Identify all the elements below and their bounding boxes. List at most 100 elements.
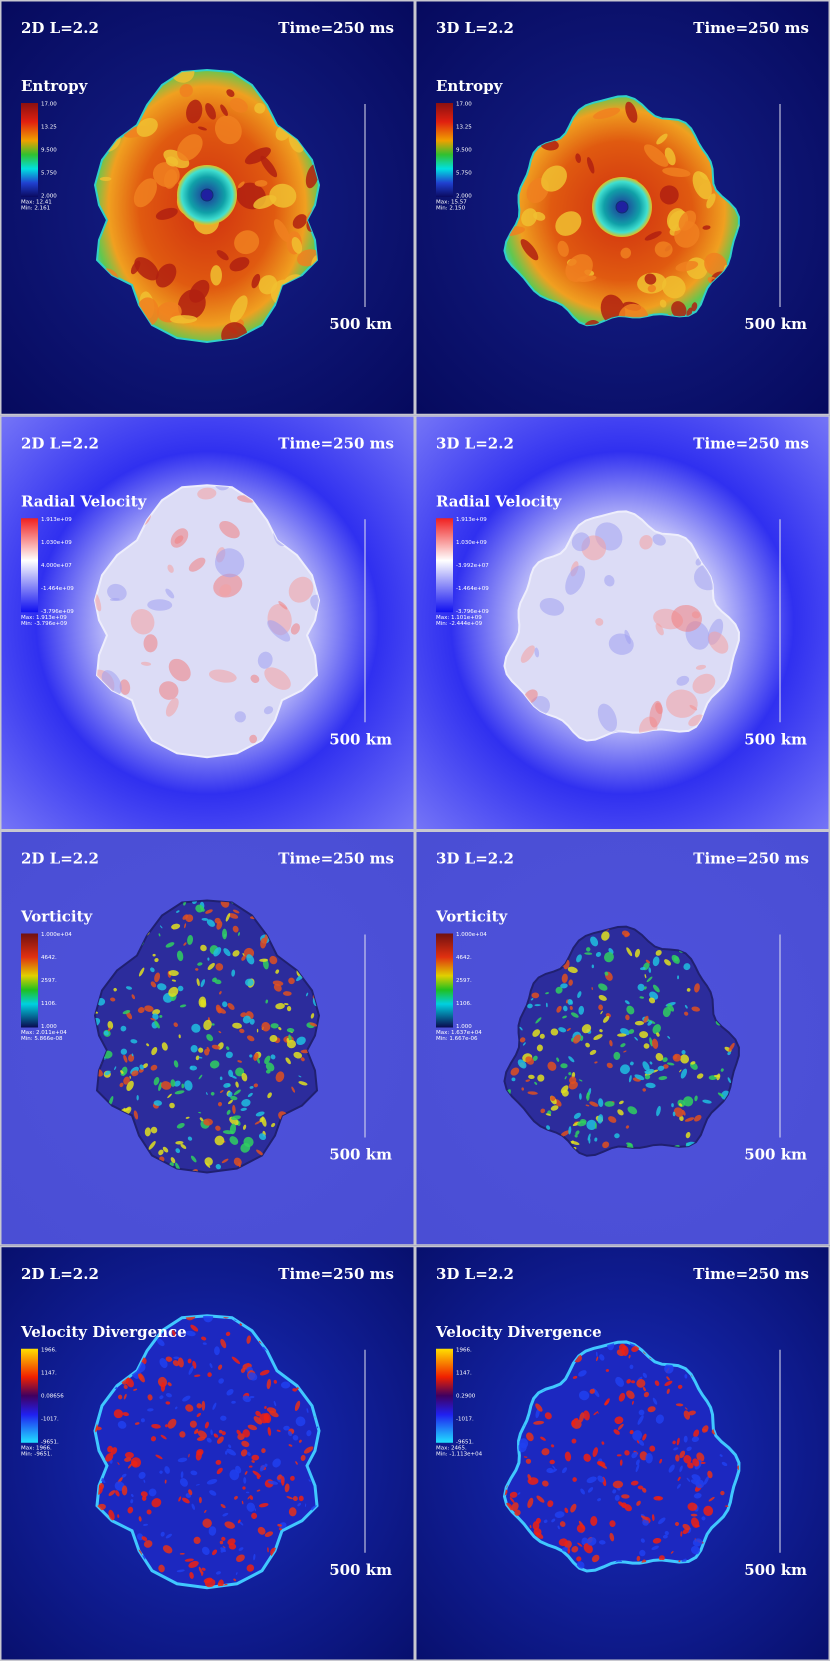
structure [120, 1025, 127, 1032]
structure [179, 1004, 187, 1008]
time-label: Time=250 ms [278, 850, 394, 868]
structure [593, 1411, 598, 1416]
structure [636, 1555, 641, 1562]
structure [242, 1486, 246, 1490]
structure [185, 1330, 196, 1337]
structure [124, 1457, 132, 1462]
structure [179, 1431, 186, 1438]
structure [227, 1003, 235, 1010]
structure [213, 1433, 219, 1438]
structure [237, 1060, 242, 1063]
structure [631, 1380, 636, 1384]
structure [601, 931, 610, 941]
structure [168, 986, 179, 997]
quantity-title: Vorticity [435, 908, 509, 926]
structure [551, 1518, 556, 1523]
structure [151, 1423, 161, 1429]
structure [517, 1492, 521, 1495]
structure [573, 1034, 581, 1044]
structure [157, 983, 167, 991]
colorbar-label: 1.000 [41, 1024, 57, 1030]
structure [634, 1036, 638, 1041]
structure [162, 1545, 173, 1554]
structure [273, 219, 290, 243]
structure [148, 1141, 156, 1150]
structure [253, 1083, 259, 1088]
structure [249, 1086, 254, 1089]
structure [614, 1494, 620, 1501]
structure [214, 917, 221, 924]
structure [150, 1064, 158, 1071]
structure [613, 1429, 620, 1435]
structure [595, 1351, 598, 1357]
structure [630, 1061, 634, 1066]
structure [203, 1577, 213, 1584]
structure [258, 275, 278, 295]
structure [143, 1479, 146, 1483]
structure [108, 1509, 115, 1521]
structure [570, 1503, 577, 1513]
structure [117, 1514, 120, 1518]
dimension-label: 2D L=2.2 [21, 1265, 99, 1283]
structure [147, 599, 173, 611]
structure [217, 1582, 222, 1587]
structure [207, 1372, 212, 1378]
structure [617, 1109, 624, 1116]
structure [662, 1057, 668, 1063]
core-center [615, 200, 629, 214]
structure [205, 909, 213, 914]
structure [259, 1464, 265, 1472]
structure [593, 1034, 603, 1041]
colorbar [436, 518, 453, 613]
structure [177, 134, 203, 161]
panel: 3D L=2.2 Time=250 ms Entropy 17.00 13.25 9.50… [415, 0, 830, 416]
structure [155, 1454, 163, 1460]
structure [300, 1454, 306, 1461]
scale-label: 500 km [329, 730, 392, 748]
panel: 2D L=2.2 Time=250 ms Entropy 17.00 13.25 9.50… [0, 0, 415, 416]
structure [229, 1136, 239, 1145]
structure [124, 1106, 132, 1115]
structure [679, 1465, 683, 1473]
structure [606, 1062, 613, 1069]
dimension-label: 2D L=2.2 [21, 434, 99, 452]
structure [681, 1050, 686, 1055]
structure [584, 952, 593, 955]
scale-label: 500 km [744, 1146, 807, 1164]
structure [702, 1099, 712, 1104]
structure [201, 1567, 206, 1571]
structure [647, 1406, 656, 1413]
structure [292, 1388, 297, 1392]
structure [629, 1364, 634, 1370]
structure [242, 1124, 247, 1130]
structure [581, 1024, 592, 1034]
structure [568, 979, 573, 986]
structure [191, 1503, 196, 1510]
structure [216, 1571, 221, 1575]
structure [617, 1033, 627, 1037]
structure [179, 83, 193, 98]
structure [191, 1023, 201, 1033]
structure [269, 955, 278, 965]
colorbar [21, 1348, 38, 1443]
structure [275, 1071, 285, 1083]
structure [256, 1149, 264, 1156]
structure [609, 1040, 613, 1047]
structure [686, 1477, 691, 1482]
structure [306, 1430, 312, 1437]
structure [566, 1027, 571, 1032]
structure [213, 947, 222, 957]
structure [310, 1013, 315, 1019]
structure [605, 1369, 610, 1372]
structure [198, 1056, 203, 1059]
structure [294, 1400, 301, 1412]
structure [253, 1416, 263, 1425]
structure [691, 302, 698, 312]
structure [260, 155, 278, 178]
structure [189, 1572, 194, 1579]
structure [229, 1469, 240, 1481]
structure [520, 645, 535, 663]
structure [282, 991, 292, 996]
structure [636, 1378, 646, 1388]
structure [163, 169, 178, 189]
